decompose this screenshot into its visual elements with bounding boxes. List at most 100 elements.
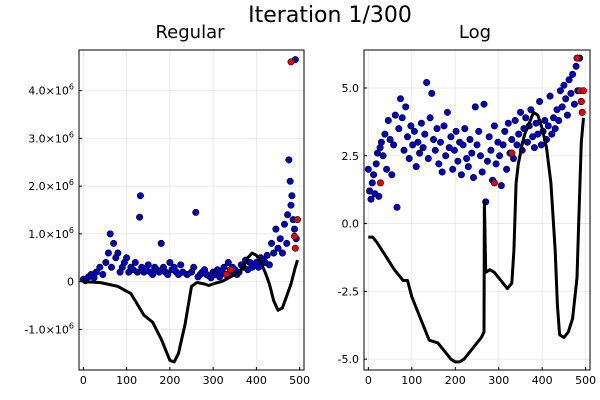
- y-tick-exponent: 6: [69, 130, 74, 139]
- data-point-blue: [452, 127, 460, 135]
- figure-title: Iteration 1/300: [248, 3, 412, 28]
- data-point-blue: [551, 125, 559, 133]
- data-point-blue: [364, 165, 372, 173]
- data-point-blue: [144, 261, 152, 269]
- data-point-blue: [496, 152, 504, 160]
- x-tick-label: 100: [401, 374, 422, 387]
- data-point-blue: [469, 174, 477, 182]
- y-tick-label: -2.5: [338, 285, 359, 298]
- data-point-blue: [516, 108, 524, 116]
- y-tick-exponent: 6: [69, 226, 74, 235]
- y-tick-label: -1.0×106: [24, 321, 74, 336]
- data-point-blue: [433, 125, 441, 133]
- x-tick-label: 400: [532, 374, 553, 387]
- data-point-blue: [386, 136, 394, 144]
- data-point-blue: [192, 208, 200, 216]
- data-point-blue: [131, 258, 139, 266]
- data-point-blue: [99, 270, 107, 278]
- data-point-blue: [157, 239, 165, 247]
- x-tick-label: 300: [488, 374, 509, 387]
- data-point-blue: [563, 111, 571, 119]
- data-point-blue: [149, 270, 157, 278]
- data-point-blue: [280, 220, 288, 228]
- data-point-blue: [405, 155, 413, 163]
- data-point-blue: [466, 136, 474, 144]
- data-point-blue: [114, 249, 122, 257]
- y-tick-mantissa: 2.5: [342, 150, 360, 163]
- data-point-blue: [536, 98, 544, 106]
- data-point-blue: [377, 138, 385, 146]
- panel-regular-plot-frame: [78, 49, 305, 371]
- data-point-blue: [285, 156, 293, 164]
- x-tick-label: 100: [116, 374, 137, 387]
- data-point-blue: [283, 239, 291, 247]
- data-point-blue: [402, 103, 410, 111]
- data-point-blue: [457, 171, 465, 179]
- data-point-blue: [497, 182, 505, 190]
- data-point-blue: [110, 239, 118, 247]
- data-point-blue: [284, 211, 292, 219]
- y-tick-mantissa: 5.0: [342, 82, 360, 95]
- data-point-blue: [565, 76, 573, 84]
- data-point-blue: [567, 89, 575, 97]
- data-point-blue: [463, 155, 471, 163]
- data-point-blue: [412, 163, 420, 171]
- data-point-red: [287, 58, 295, 66]
- y-tick-label: 4.0×106: [28, 83, 74, 98]
- panel-log-marks: [364, 54, 587, 364]
- x-tick-label: 0: [365, 374, 372, 387]
- data-point-blue: [272, 225, 280, 233]
- data-point-blue: [485, 133, 493, 141]
- data-point-blue: [443, 108, 451, 116]
- data-point-blue: [367, 195, 375, 203]
- data-point-blue: [459, 141, 467, 149]
- data-point-blue: [570, 100, 578, 108]
- data-point-blue: [108, 263, 116, 271]
- data-point-blue: [407, 122, 415, 130]
- data-point-blue: [391, 111, 399, 119]
- data-point-blue: [431, 146, 439, 154]
- data-point-blue: [504, 119, 512, 127]
- data-point-blue: [414, 138, 422, 146]
- data-point-blue: [503, 165, 511, 173]
- data-point-blue: [464, 163, 472, 171]
- data-point-blue: [424, 155, 432, 163]
- data-point-blue: [396, 95, 404, 103]
- data-point-red: [293, 216, 301, 224]
- y-tick-label: 0.0: [342, 218, 360, 231]
- y-tick-mantissa: 1.0×10: [28, 228, 69, 241]
- data-point-blue: [480, 100, 488, 108]
- data-point-red: [376, 179, 384, 187]
- data-point-blue: [286, 177, 294, 185]
- data-point-blue: [388, 171, 396, 179]
- y-tick-label: 5.0: [342, 82, 360, 95]
- data-point-blue: [558, 103, 566, 111]
- x-tick-label: 300: [203, 374, 224, 387]
- data-point-blue: [572, 62, 580, 70]
- data-point-blue: [220, 263, 228, 271]
- data-point-blue: [368, 179, 376, 187]
- data-point-blue: [372, 160, 380, 168]
- data-point-blue: [393, 203, 401, 211]
- data-point-blue: [267, 239, 275, 247]
- data-point-blue: [274, 244, 282, 252]
- data-point-blue: [548, 130, 556, 138]
- data-point-blue: [419, 144, 427, 152]
- data-point-blue: [473, 141, 481, 149]
- data-point-blue: [265, 261, 273, 269]
- data-point-red: [490, 179, 498, 187]
- data-point-blue: [383, 165, 391, 173]
- data-point-blue: [537, 141, 545, 149]
- data-point-blue: [492, 160, 500, 168]
- data-point-blue: [190, 263, 198, 271]
- data-point-blue: [490, 122, 498, 130]
- data-point-blue: [556, 87, 564, 95]
- y-tick-label: 2.0×106: [28, 178, 74, 193]
- y-tick-exponent: 6: [69, 178, 74, 187]
- data-point-blue: [123, 254, 131, 262]
- data-point-blue: [513, 141, 521, 149]
- data-point-red: [578, 108, 586, 116]
- data-point-blue: [96, 263, 104, 271]
- data-point-blue: [270, 249, 278, 257]
- data-point-blue: [471, 103, 479, 111]
